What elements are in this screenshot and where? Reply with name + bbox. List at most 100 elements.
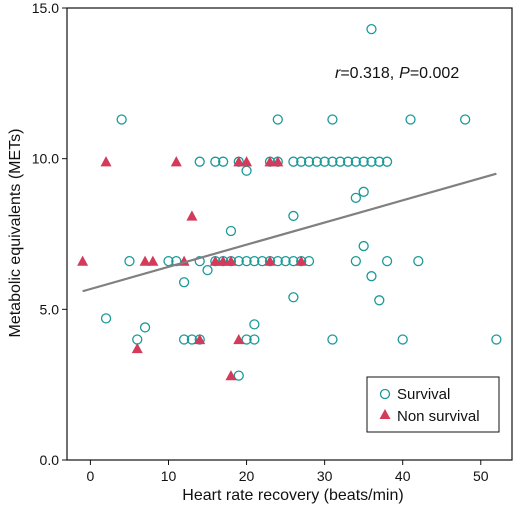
point-survival xyxy=(288,255,299,267)
point-survival xyxy=(374,156,385,167)
point-non-survival xyxy=(233,156,245,167)
point-non-survival xyxy=(217,255,229,266)
point-survival xyxy=(350,156,362,167)
point-survival xyxy=(178,334,190,345)
point-survival xyxy=(241,165,252,176)
point-non-survival xyxy=(225,255,237,266)
point-survival xyxy=(202,265,213,276)
x-tick-label: 20 xyxy=(239,468,255,484)
point-survival xyxy=(327,156,338,167)
point-survival xyxy=(272,255,283,267)
axes: 0 10 20 30 40 50 0.0 5.0 10.0 15.0 xyxy=(32,0,513,484)
p-symbol: P xyxy=(399,65,410,82)
legend-marker-survival xyxy=(379,388,391,400)
point-non-survival xyxy=(186,210,198,221)
point-survival xyxy=(335,156,346,167)
legend-box xyxy=(366,376,500,433)
point-survival xyxy=(405,114,416,125)
point-non-survival xyxy=(131,343,143,354)
correlation-annotation: r=0.318, P=0.002 xyxy=(335,65,459,82)
point-survival xyxy=(350,255,362,267)
point-survival xyxy=(358,186,369,197)
point-survival xyxy=(311,156,322,167)
point-survival xyxy=(296,156,307,167)
point-survival xyxy=(460,114,471,125)
point-survival xyxy=(241,334,252,345)
x-tick-label: 10 xyxy=(161,468,177,484)
point-survival xyxy=(116,114,127,125)
y-tick-label: 5.0 xyxy=(40,301,60,317)
point-non-survival xyxy=(77,255,89,266)
point-non-survival xyxy=(147,255,159,266)
point-survival xyxy=(491,334,502,345)
point-survival xyxy=(217,156,229,167)
point-survival xyxy=(303,255,315,267)
point-survival xyxy=(139,322,151,333)
point-survival xyxy=(366,23,377,35)
point-non-survival xyxy=(194,333,206,345)
y-tick-label: 15.0 xyxy=(32,0,59,16)
plot-frame xyxy=(66,7,513,461)
point-non-survival xyxy=(264,255,276,266)
point-survival xyxy=(397,334,408,345)
point-survival xyxy=(249,255,260,267)
point-survival xyxy=(257,255,268,267)
point-survival xyxy=(327,114,338,125)
r-value: =0.318, xyxy=(340,65,394,82)
p-value: =0.002 xyxy=(410,65,459,82)
point-survival xyxy=(233,370,244,381)
point-non-survival xyxy=(272,156,284,167)
data-points xyxy=(77,23,502,381)
point-survival xyxy=(358,240,369,252)
point-survival xyxy=(225,225,237,237)
point-survival xyxy=(366,156,377,167)
point-survival xyxy=(233,255,244,267)
y-axis-title: Metabolic equivalents (METs) xyxy=(7,129,24,338)
point-survival xyxy=(319,156,330,167)
point-survival xyxy=(350,192,362,203)
point-survival xyxy=(249,319,260,330)
y-tick-label: 0.0 xyxy=(40,452,60,468)
legend-label-survival: Survival xyxy=(397,386,450,403)
point-survival xyxy=(288,292,299,303)
x-tick-label: 0 xyxy=(87,468,95,484)
point-non-survival xyxy=(295,255,307,266)
point-survival xyxy=(186,334,198,345)
point-non-survival xyxy=(170,156,182,167)
point-non-survival xyxy=(233,333,245,345)
point-non-survival xyxy=(225,370,237,381)
r-symbol: r xyxy=(335,65,341,82)
point-survival xyxy=(280,255,291,267)
point-survival xyxy=(358,156,369,167)
legend-marker-non-survival xyxy=(379,409,391,419)
x-tick-label: 40 xyxy=(395,468,411,484)
point-survival xyxy=(327,334,338,345)
x-axis-title: Heart rate recovery (beats/min) xyxy=(182,487,403,504)
point-non-survival xyxy=(241,156,253,167)
point-survival xyxy=(374,295,385,306)
point-survival xyxy=(132,334,143,345)
trend-line xyxy=(82,172,497,293)
point-survival xyxy=(163,255,174,267)
point-survival xyxy=(124,255,135,267)
point-survival xyxy=(342,156,354,167)
legend-label-non-survival: Non survival xyxy=(397,408,480,425)
x-tick-label: 50 xyxy=(473,468,489,484)
legend: Survival Non survival xyxy=(366,376,500,433)
point-survival xyxy=(241,255,252,267)
point-survival xyxy=(303,156,315,167)
point-survival xyxy=(381,255,393,267)
point-survival xyxy=(249,334,260,345)
point-survival xyxy=(100,313,112,324)
point-non-survival xyxy=(264,156,276,167)
point-survival xyxy=(366,271,377,282)
y-tick-label: 10.0 xyxy=(32,151,59,167)
point-survival xyxy=(413,255,424,267)
point-non-survival xyxy=(100,156,112,167)
point-non-survival xyxy=(209,255,221,266)
point-survival xyxy=(288,156,299,167)
point-survival xyxy=(210,156,221,167)
point-survival xyxy=(194,255,205,267)
x-tick-label: 30 xyxy=(317,468,333,484)
